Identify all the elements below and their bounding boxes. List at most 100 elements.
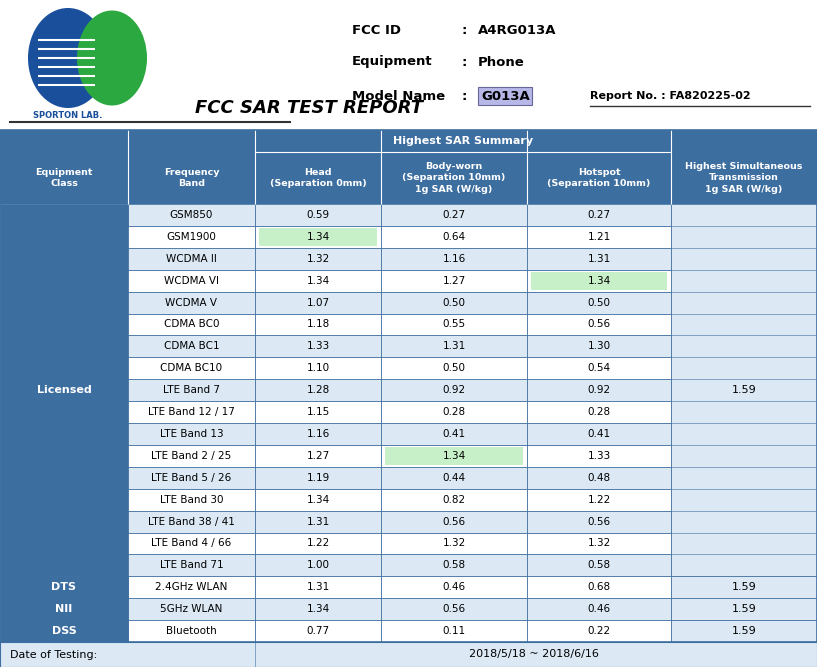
Text: 0.50: 0.50 <box>587 297 610 307</box>
Bar <box>527 336 671 358</box>
Text: LTE Band 12 / 17: LTE Band 12 / 17 <box>148 407 235 417</box>
Text: 1.34: 1.34 <box>306 275 329 285</box>
Bar <box>381 532 527 554</box>
Text: 0.58: 0.58 <box>587 560 610 570</box>
Bar <box>381 336 527 358</box>
Text: 5GHz WLAN: 5GHz WLAN <box>160 604 223 614</box>
Bar <box>527 380 671 401</box>
Bar <box>255 380 381 401</box>
Bar <box>671 598 817 620</box>
Text: 0.58: 0.58 <box>443 560 466 570</box>
Bar <box>527 554 671 576</box>
Text: 0.41: 0.41 <box>587 429 610 439</box>
Text: 0.48: 0.48 <box>587 473 610 483</box>
Bar <box>255 269 381 291</box>
Bar <box>527 204 671 226</box>
Ellipse shape <box>28 8 108 108</box>
Bar <box>527 467 671 489</box>
Text: DSS: DSS <box>51 626 76 636</box>
Bar <box>0 0 817 130</box>
Text: A4RG013A: A4RG013A <box>478 23 556 37</box>
Text: 0.56: 0.56 <box>443 604 466 614</box>
Bar <box>255 598 381 620</box>
Text: 1.34: 1.34 <box>587 275 610 285</box>
Bar <box>0 620 128 642</box>
Bar <box>527 226 671 248</box>
Text: 1.22: 1.22 <box>587 495 610 505</box>
Bar <box>527 269 671 291</box>
Bar <box>381 620 527 642</box>
Bar <box>527 313 671 336</box>
Text: Frequency
Band: Frequency Band <box>163 168 219 188</box>
Text: 0.64: 0.64 <box>443 232 466 242</box>
Text: 1.16: 1.16 <box>442 253 466 263</box>
Text: 1.33: 1.33 <box>587 451 610 461</box>
Bar <box>259 228 377 246</box>
Text: Phone: Phone <box>478 55 525 69</box>
Text: 2018/5/18 ~ 2018/6/16: 2018/5/18 ~ 2018/6/16 <box>469 650 599 660</box>
Text: 1.19: 1.19 <box>306 473 329 483</box>
Text: LTE Band 38 / 41: LTE Band 38 / 41 <box>148 516 235 526</box>
Bar <box>527 598 671 620</box>
Text: :: : <box>462 89 467 103</box>
Text: CDMA BC10: CDMA BC10 <box>160 364 222 374</box>
Text: 0.56: 0.56 <box>443 516 466 526</box>
Bar <box>128 269 255 291</box>
Text: 1.59: 1.59 <box>732 626 757 636</box>
Text: 1.21: 1.21 <box>587 232 610 242</box>
Text: 0.82: 0.82 <box>443 495 466 505</box>
Bar <box>128 313 255 336</box>
Text: Highest SAR Summary: Highest SAR Summary <box>393 136 533 146</box>
Text: 1.34: 1.34 <box>306 604 329 614</box>
Text: 0.56: 0.56 <box>587 319 610 329</box>
Text: Highest Simultaneous
Transmission
1g SAR (W/kg): Highest Simultaneous Transmission 1g SAR… <box>685 162 802 193</box>
Text: 0.46: 0.46 <box>587 604 610 614</box>
Bar <box>255 511 381 532</box>
Text: Licensed: Licensed <box>37 385 92 395</box>
Text: 0.50: 0.50 <box>443 364 466 374</box>
Text: Report No. : FA820225-02: Report No. : FA820225-02 <box>590 91 751 101</box>
Text: 0.22: 0.22 <box>587 626 610 636</box>
Bar <box>128 204 255 226</box>
Bar <box>0 598 128 620</box>
Bar <box>381 248 527 269</box>
Text: 1.27: 1.27 <box>442 275 466 285</box>
Bar <box>671 620 817 642</box>
Bar <box>0 576 128 598</box>
Text: CDMA BC0: CDMA BC0 <box>163 319 219 329</box>
Bar <box>381 269 527 291</box>
Bar <box>527 445 671 467</box>
Text: 0.50: 0.50 <box>443 297 466 307</box>
Text: Model Name: Model Name <box>352 89 445 103</box>
Bar <box>128 423 255 445</box>
Text: 1.34: 1.34 <box>442 451 466 461</box>
Text: WCDMA II: WCDMA II <box>166 253 217 263</box>
Text: 1.15: 1.15 <box>306 407 329 417</box>
Text: 1.32: 1.32 <box>306 253 329 263</box>
Text: 0.92: 0.92 <box>587 385 610 395</box>
Text: 1.59: 1.59 <box>732 385 757 395</box>
Text: 0.46: 0.46 <box>443 582 466 592</box>
Text: 1.31: 1.31 <box>587 253 610 263</box>
Text: DTS: DTS <box>51 582 77 592</box>
Bar <box>381 291 527 313</box>
Text: LTE Band 71: LTE Band 71 <box>159 560 223 570</box>
Text: 1.34: 1.34 <box>306 495 329 505</box>
Bar <box>385 447 523 465</box>
Bar <box>128 620 255 642</box>
Bar <box>381 445 527 467</box>
Bar <box>128 336 255 358</box>
Bar <box>381 226 527 248</box>
Bar <box>381 576 527 598</box>
Bar <box>527 532 671 554</box>
Bar <box>671 576 817 598</box>
Bar <box>128 511 255 532</box>
Bar <box>128 226 255 248</box>
Text: GSM1900: GSM1900 <box>167 232 217 242</box>
Bar <box>381 489 527 511</box>
Bar <box>527 511 671 532</box>
Bar <box>255 445 381 467</box>
Text: 1.30: 1.30 <box>587 342 610 352</box>
Text: LTE Band 2 / 25: LTE Band 2 / 25 <box>151 451 232 461</box>
Ellipse shape <box>77 11 147 105</box>
